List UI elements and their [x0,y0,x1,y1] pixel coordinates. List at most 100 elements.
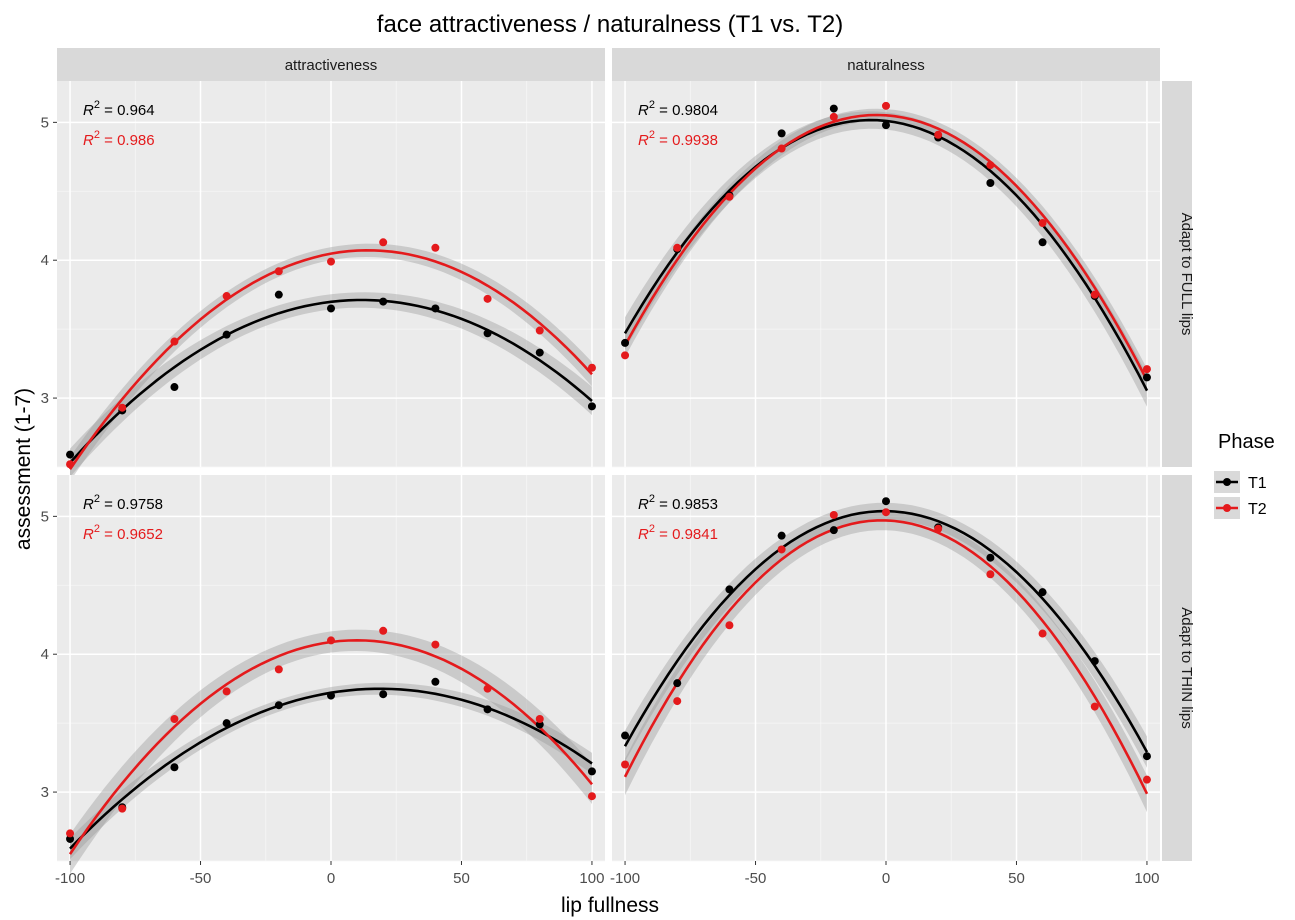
fit-line-t2 [623,519,1149,795]
row-strip [1162,475,1192,861]
column-strip-label: attractiveness [285,57,378,74]
data-point-t2 [1142,365,1151,374]
data-point-t2 [1142,775,1151,784]
data-point-t2 [66,829,75,838]
data-point-t1 [483,705,492,714]
data-point-t1 [1142,752,1151,761]
data-point-t1 [673,679,682,688]
data-point-t1 [1038,238,1047,247]
r2-annotation-t1: R2 = 0.9853 [638,493,718,513]
data-point-t2 [379,626,388,635]
r2-value: = 0.986 [100,132,155,149]
x-axis-title: lip fullness [561,894,659,917]
data-point-t1 [1142,373,1151,382]
y-tick-label: 4 [41,252,49,269]
data-point-t1 [379,297,388,306]
data-point-t2 [431,243,440,252]
fit-line-t2 [623,113,1149,381]
r2-symbol: R [638,102,649,119]
r2-symbol: R [638,526,649,543]
data-point-t1 [986,553,995,562]
r2-exponent: 2 [94,99,100,111]
data-point-t1 [431,677,440,686]
data-point-t1 [829,526,838,535]
data-point-t2 [327,257,335,266]
data-point-t1 [379,690,388,699]
r2-annotation-t2: R2 = 0.9938 [638,129,718,149]
data-point-t1 [222,719,231,728]
fit-line-t1 [69,298,593,464]
data-point-t1 [621,731,630,740]
data-point-t2 [934,524,943,533]
data-point-t1 [777,531,786,540]
column-strip [612,48,1160,81]
data-point-t1 [986,179,995,188]
legend-label-t1: T1 [1248,475,1267,492]
data-point-t1 [829,104,838,113]
data-point-t2 [829,112,838,121]
r2-symbol: R [83,132,94,149]
legend-key-point-t2 [1223,504,1231,512]
r2-annotation-t1: R2 = 0.9804 [638,99,718,119]
data-point-t1 [274,701,283,710]
y-tick-label: 4 [41,646,49,663]
legend: Phase T1 T2 [1214,431,1275,519]
data-point-t2 [587,792,596,801]
data-point-t1 [1038,588,1047,597]
x-tick-label: 50 [453,870,470,887]
x-tick-label: -50 [745,870,767,887]
data-point-t2 [725,192,734,201]
y-tick-label: 5 [41,114,49,131]
r2-value: = 0.9938 [655,132,718,149]
data-point-t2 [673,697,682,706]
r2-value: = 0.9841 [655,526,718,543]
data-point-t2 [431,640,440,649]
data-point-t2 [118,804,127,813]
data-point-t1 [535,348,544,357]
data-point-t2 [882,508,890,517]
data-point-t2 [170,337,179,346]
x-tick-label: -100 [610,870,640,887]
confidence-band-t2 [70,629,592,874]
y-tick-label: 5 [41,508,49,525]
r2-exponent: 2 [649,99,655,111]
data-point-t2 [725,621,734,630]
data-point-t2 [1038,218,1047,227]
r2-exponent: 2 [649,523,655,535]
data-point-t2 [535,326,544,335]
row-strip-label: Adapt to THIN lips [1178,607,1195,728]
r2-annotation-t2: R2 = 0.9841 [638,523,718,543]
data-point-t1 [535,720,544,729]
data-point-t2 [222,687,231,696]
r2-annotation-t1: R2 = 0.964 [83,99,155,119]
fit-line-t1 [623,118,1149,392]
y-axis-title: assessment (1-7) [12,388,35,550]
confidence-band-t2 [625,510,1147,813]
data-point-t2 [274,665,283,674]
data-point-t2 [327,636,335,645]
data-point-t2 [621,760,630,769]
data-point-t1 [882,497,890,506]
data-point-t1 [777,129,786,138]
r2-value: = 0.9758 [100,496,163,513]
r2-symbol: R [83,526,94,543]
r2-value: = 0.9652 [100,526,163,543]
row-strip [1162,81,1192,467]
data-point-t2 [1090,290,1099,299]
column-strip [57,48,605,81]
x-tick-label: -100 [55,870,85,887]
legend-key-point-t1 [1223,478,1231,486]
data-point-t2 [934,130,943,139]
x-tick-label: 50 [1008,870,1025,887]
data-point-t1 [66,834,75,843]
data-point-t1 [222,330,231,339]
x-tick-label: 0 [327,870,335,887]
x-tick-label: 100 [579,870,604,887]
data-point-t2 [118,403,127,412]
r2-value: = 0.964 [100,102,155,119]
r2-annotation-t2: R2 = 0.986 [83,129,155,149]
r2-symbol: R [638,496,649,513]
data-point-t2 [274,267,283,276]
